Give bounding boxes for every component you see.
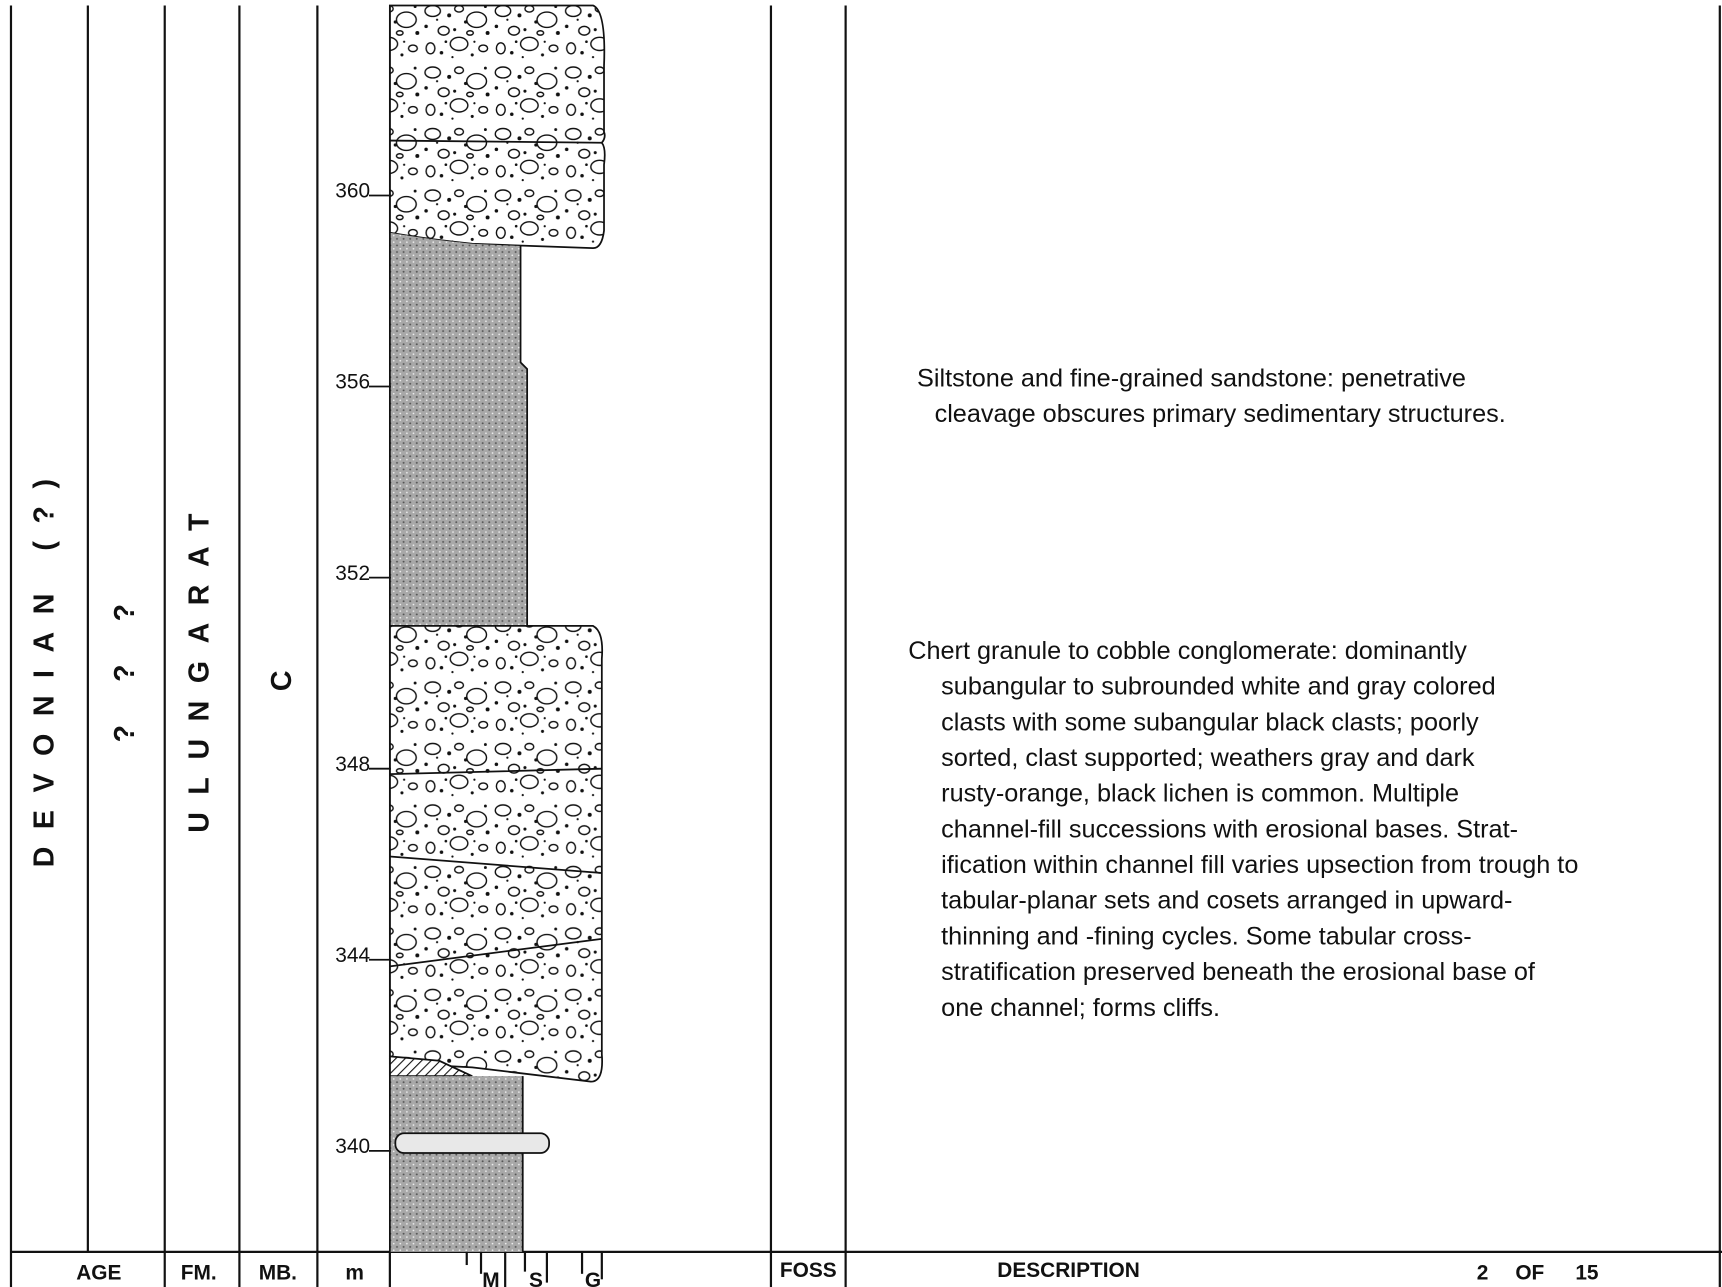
header-age: AGE [76,1261,121,1284]
header-grain: M [482,1269,499,1287]
header-mb: MB. [259,1261,297,1284]
description-line: rusty-orange, black lichen is common. Mu… [941,780,1459,808]
description-line: clasts with some subangular black clasts… [941,708,1479,736]
description-line: one channel; forms cliffs. [941,994,1220,1022]
header-grain: G [585,1269,601,1287]
description-line: tabular-planar sets and cosets arranged … [941,887,1512,915]
description-line: channel-fill successions with erosional … [941,815,1518,843]
age-label: DEVONIAN (?) [29,461,61,867]
depth-label: 360 [335,180,370,203]
formation-query: ? ? ? [109,586,141,742]
description-line: Siltstone and fine-grained sandstone: pe… [917,365,1466,393]
description-line: subangular to subrounded white and gray … [941,673,1496,701]
member-label: C [266,653,298,691]
page-number: 2 [1477,1261,1489,1284]
description-line: stratification preserved beneath the ero… [941,958,1536,986]
lithology-column [390,5,605,1251]
page-of: OF [1515,1261,1544,1284]
page: {"columns": {"age": "DEVONIAN (?)", "for… [0,0,1722,1287]
description-line: ification within channel fill varies ups… [941,851,1578,879]
formation-label: ULUNGARAT [184,496,216,833]
header-grain: S [529,1269,543,1287]
page-total: 15 [1575,1261,1599,1284]
description-line: Chert granule to cobble conglomerate: do… [908,637,1467,665]
header-foss: FOSS [780,1259,837,1282]
header-fm: FM. [181,1261,217,1284]
depth-label: 352 [335,562,370,585]
depth-label: 340 [335,1135,370,1158]
header-description: DESCRIPTION [997,1259,1140,1282]
description-line: thinning and -fining cycles. Some tabula… [941,922,1472,950]
section-sheet: DEVONIAN (?) ? ? ? ULUNGARAT C AGE FM. M… [0,0,1722,1287]
header-m: m [345,1261,364,1284]
depth-label: 356 [335,371,370,394]
description-line: sorted, clast supported; weathers gray a… [941,744,1475,772]
depth-label: 344 [335,944,370,967]
depth-label: 348 [335,753,370,776]
description-line: cleavage obscures primary sedimentary st… [935,400,1506,428]
